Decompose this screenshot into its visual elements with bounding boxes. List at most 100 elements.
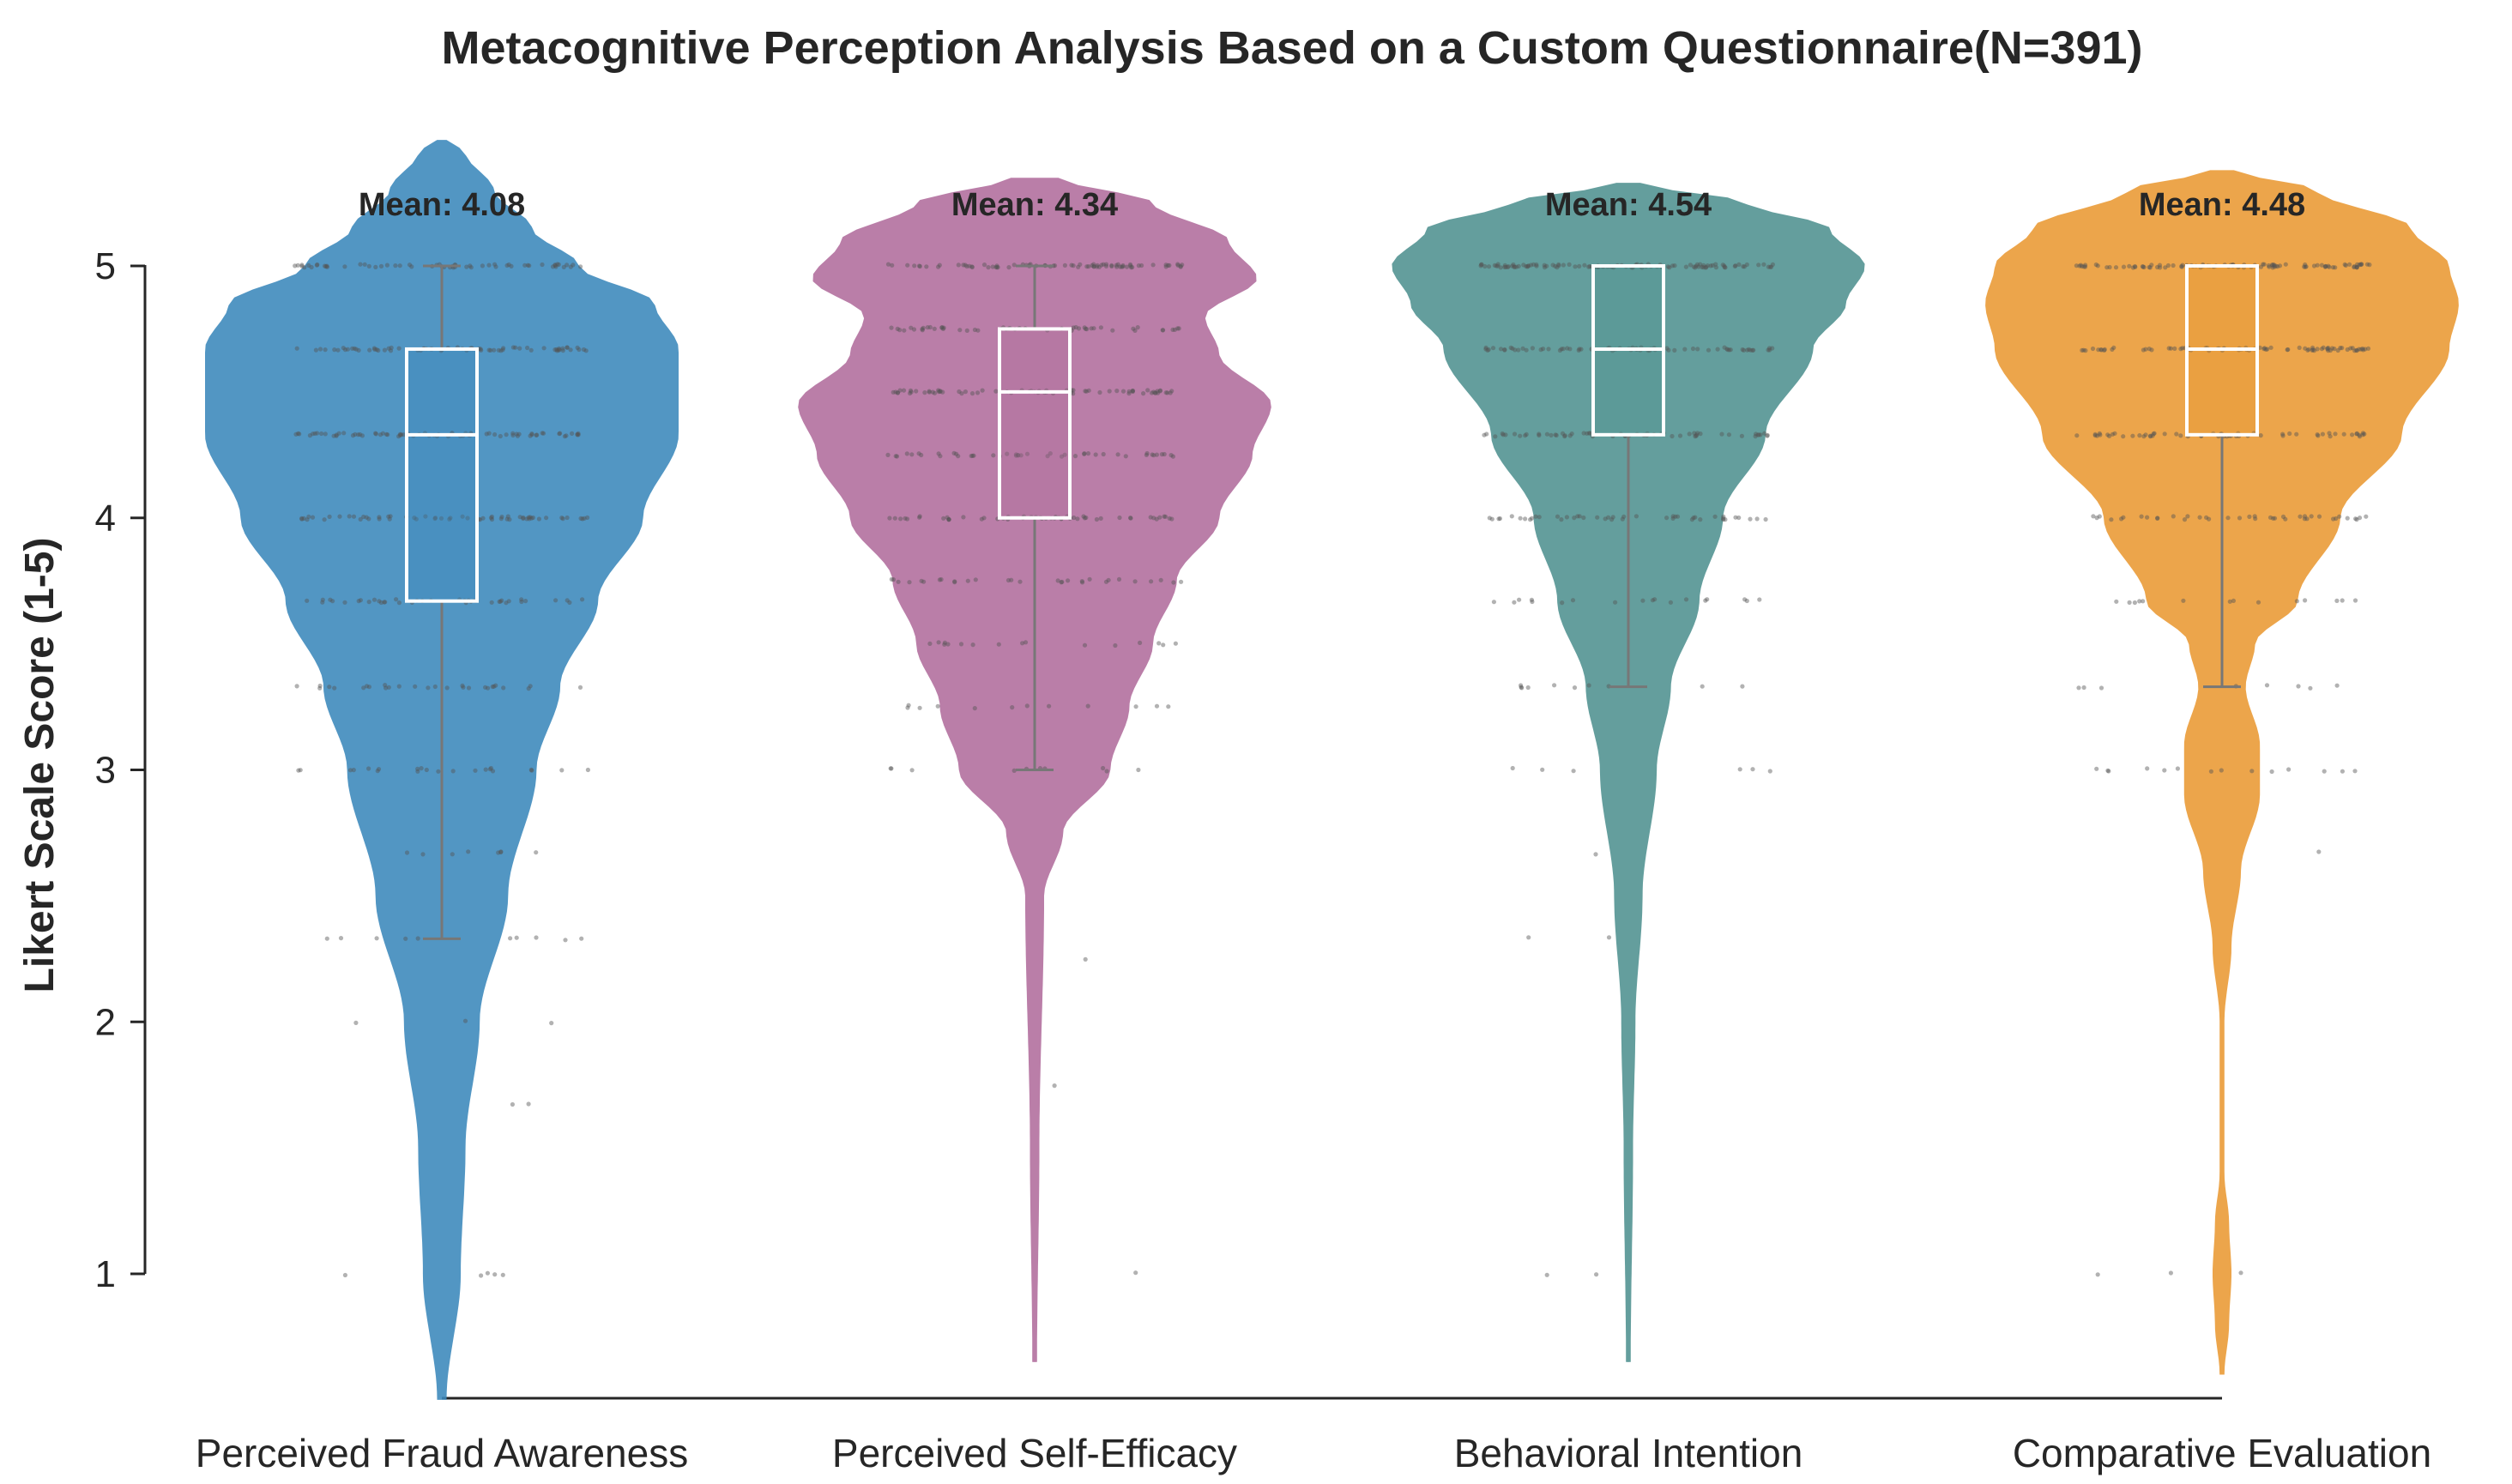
data-point <box>315 262 320 268</box>
data-point <box>1482 432 1487 437</box>
data-point <box>507 517 512 522</box>
data-point <box>350 433 356 438</box>
data-point <box>530 515 536 521</box>
data-point <box>549 1021 554 1026</box>
data-point <box>1690 346 1696 352</box>
violins: Mean: 4.08 Mean: 4.34 Mean: 4.54 Mean: 4.48 <box>205 140 2459 1400</box>
data-point <box>528 684 533 689</box>
data-point <box>353 1020 359 1025</box>
data-point <box>468 263 473 268</box>
data-point <box>2204 515 2209 520</box>
data-point <box>351 514 357 519</box>
data-point <box>981 516 987 521</box>
data-point <box>2362 431 2367 437</box>
data-point <box>1151 516 1156 521</box>
data-point <box>522 262 528 268</box>
data-point <box>376 767 382 772</box>
data-point <box>2302 514 2308 519</box>
data-point <box>1149 390 1155 395</box>
data-point <box>490 769 496 774</box>
data-point <box>2354 517 2359 522</box>
data-point <box>2326 263 2331 268</box>
data-point <box>486 347 492 353</box>
data-point <box>1698 262 1703 267</box>
data-point <box>2326 348 2331 353</box>
data-point <box>1670 514 1676 519</box>
data-point <box>560 516 565 522</box>
data-point <box>2114 599 2119 604</box>
data-point <box>2253 516 2258 522</box>
data-point <box>526 1101 531 1107</box>
data-point <box>527 263 532 268</box>
data-point <box>888 766 893 771</box>
data-point <box>2357 434 2363 439</box>
data-point <box>993 389 999 394</box>
data-point <box>382 600 387 605</box>
data-point <box>916 451 921 456</box>
data-point <box>904 451 909 456</box>
data-point <box>1071 263 1076 268</box>
data-point <box>488 765 494 771</box>
data-point <box>1739 433 1744 438</box>
data-point <box>504 600 509 606</box>
data-point <box>1060 579 1065 585</box>
data-point <box>908 390 913 396</box>
data-point <box>2338 346 2343 351</box>
data-point <box>534 432 540 437</box>
data-point <box>1721 514 1726 519</box>
data-point <box>396 600 402 606</box>
data-point <box>565 262 570 268</box>
data-point <box>1017 579 1023 584</box>
data-point <box>1521 262 1526 268</box>
data-point <box>1688 262 1693 268</box>
data-point <box>576 432 581 437</box>
data-point <box>508 936 513 941</box>
data-point <box>383 431 389 437</box>
data-point <box>1687 431 1692 437</box>
data-point <box>986 265 991 270</box>
data-point <box>1023 640 1029 645</box>
data-point <box>1525 263 1531 268</box>
data-point <box>2272 516 2278 521</box>
data-point <box>1095 262 1100 268</box>
data-point <box>534 850 539 855</box>
data-point <box>483 685 488 690</box>
data-point <box>1083 389 1088 394</box>
data-point <box>568 264 573 269</box>
data-point <box>564 433 569 438</box>
data-point <box>1513 347 1518 353</box>
data-point <box>309 264 314 270</box>
data-point <box>1155 389 1160 394</box>
data-point <box>1525 264 1530 269</box>
data-point <box>2308 685 2313 691</box>
data-point <box>2358 347 2364 352</box>
data-point <box>1144 450 1150 456</box>
data-point <box>1133 1270 1138 1276</box>
data-point <box>2334 516 2339 522</box>
data-point <box>556 347 561 353</box>
data-point <box>2227 599 2232 604</box>
data-point <box>1076 264 1081 269</box>
data-point <box>1479 262 1484 267</box>
data-point <box>1767 347 1772 353</box>
data-point <box>1537 431 1542 437</box>
data-point <box>957 389 962 395</box>
data-point <box>1609 517 1615 522</box>
data-point <box>1664 516 1670 521</box>
data-point <box>1553 432 1558 437</box>
data-point <box>1505 264 1510 269</box>
x-tick-label: Behavioral Intention <box>1454 1431 1803 1475</box>
data-point <box>1150 452 1155 457</box>
data-point <box>1724 347 1730 352</box>
data-point <box>895 390 901 395</box>
data-point <box>1670 516 1676 522</box>
data-point <box>1526 935 1531 940</box>
data-point <box>544 516 549 521</box>
data-point <box>1554 432 1559 438</box>
data-point <box>1700 264 1705 269</box>
data-point <box>499 514 504 520</box>
data-point <box>1693 265 1698 270</box>
data-point <box>940 326 945 331</box>
data-point <box>909 389 914 395</box>
data-point <box>302 265 307 270</box>
